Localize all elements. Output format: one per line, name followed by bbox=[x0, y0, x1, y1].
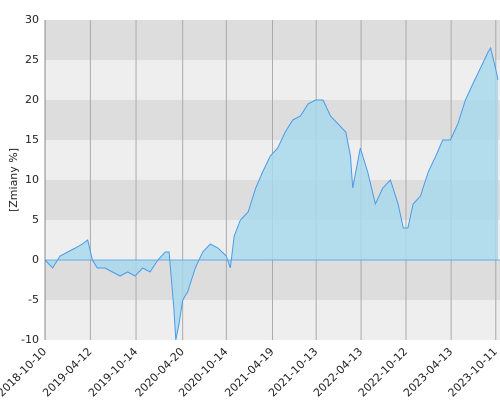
x-tick-label: 2019-10-14 bbox=[86, 345, 140, 399]
y-tick-label: 10 bbox=[25, 173, 39, 186]
y-tick-label: 20 bbox=[25, 93, 39, 106]
y-tick-label: -5 bbox=[28, 293, 39, 306]
area bbox=[45, 48, 498, 340]
y-tick-label: 15 bbox=[25, 133, 39, 146]
y-tick-label: 25 bbox=[25, 53, 39, 66]
y-tick-label: -10 bbox=[21, 333, 39, 346]
y-axis-label: [Zmiany %] bbox=[7, 148, 20, 212]
line bbox=[44, 46, 499, 341]
y-tick-label: 0 bbox=[32, 253, 39, 266]
y-tick-label: 5 bbox=[32, 213, 39, 226]
y-tick-label: 30 bbox=[25, 13, 39, 26]
